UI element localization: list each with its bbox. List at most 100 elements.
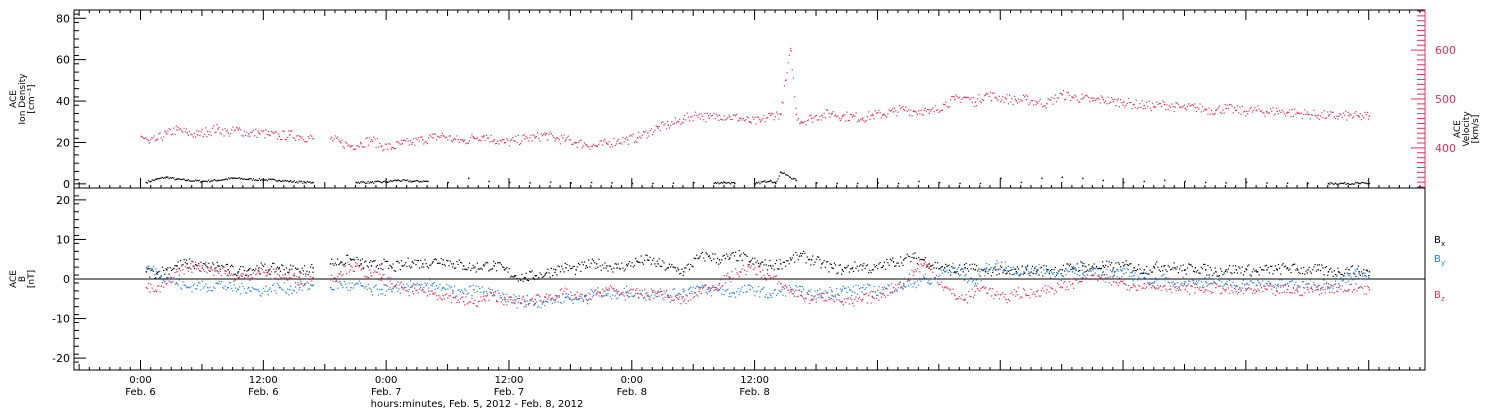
data-point: [984, 271, 987, 273]
data-point: [284, 274, 286, 276]
data-point: [1194, 267, 1197, 269]
data-point: [1208, 283, 1210, 285]
data-point: [1003, 268, 1005, 270]
data-point: [1118, 106, 1121, 108]
data-point: [438, 136, 440, 138]
data-point: [1129, 289, 1131, 291]
data-point: [1093, 274, 1095, 276]
data-point: [288, 271, 290, 273]
data-point: [965, 273, 967, 275]
data-point: [712, 253, 714, 255]
data-point: [709, 289, 711, 292]
data-point: [1317, 114, 1319, 117]
data-point: [1184, 280, 1186, 283]
data-point: [411, 266, 413, 268]
data-point: [199, 181, 201, 183]
data-point: [1133, 275, 1135, 277]
data-point: [1269, 108, 1272, 110]
data-point: [642, 263, 645, 265]
data-point: [641, 289, 643, 292]
data-point: [804, 252, 806, 254]
data-point: [1323, 279, 1325, 281]
data-point: [1331, 112, 1333, 114]
data-point: [1322, 286, 1324, 288]
data-point: [396, 284, 398, 286]
data-point: [394, 179, 396, 181]
data-point: [1123, 181, 1125, 184]
data-point: [924, 107, 926, 110]
data-point: [790, 50, 792, 52]
data-point: [447, 181, 449, 184]
data-point: [857, 119, 860, 121]
data-point: [276, 273, 279, 275]
data-point: [251, 277, 253, 279]
data-point: [804, 297, 806, 299]
data-point: [680, 293, 682, 296]
data-point: [356, 282, 358, 284]
data-point: [601, 288, 604, 290]
data-point: [710, 287, 713, 289]
data-point: [617, 263, 619, 265]
data-point: [749, 288, 751, 291]
data-point: [256, 289, 258, 291]
data-point: [1189, 264, 1191, 266]
data-point: [542, 133, 545, 135]
data-point: [412, 283, 415, 285]
data-point: [1150, 271, 1152, 273]
data-point: [177, 177, 179, 180]
data-point: [902, 105, 904, 107]
data-point: [368, 182, 370, 184]
data-point: [1163, 273, 1165, 276]
data-point: [255, 274, 257, 276]
data-point: [1108, 282, 1110, 284]
data-point: [203, 180, 205, 182]
data-point: [282, 264, 284, 267]
data-point: [405, 140, 407, 142]
data-point: [359, 259, 362, 261]
data-point: [880, 117, 882, 119]
data-point: [223, 278, 225, 280]
data-point: [764, 296, 766, 298]
data-point: [622, 294, 624, 296]
data-point: [357, 265, 359, 267]
data-point: [963, 263, 965, 266]
data-point: [859, 296, 861, 298]
data-point: [339, 280, 341, 283]
data-point: [1357, 115, 1360, 117]
data-point: [1276, 269, 1278, 271]
data-point: [585, 143, 588, 146]
data-point: [296, 292, 298, 294]
data-point: [456, 295, 458, 297]
data-point: [299, 135, 301, 138]
data-point: [176, 271, 178, 273]
data-point: [1366, 285, 1369, 287]
data-point: [226, 274, 229, 276]
data-point: [909, 273, 911, 275]
data-point: [1364, 285, 1366, 287]
data-point: [166, 277, 168, 279]
data-point: [842, 114, 845, 116]
data-point: [462, 296, 464, 298]
data-point: [1278, 292, 1281, 294]
data-point: [486, 295, 489, 297]
data-point: [947, 106, 949, 109]
data-point: [285, 277, 288, 279]
data-point: [249, 290, 251, 292]
y-tick-label: 0: [63, 178, 70, 191]
data-point: [992, 271, 994, 274]
data-point: [631, 295, 633, 297]
data-point: [399, 292, 401, 294]
data-point: [1208, 276, 1210, 278]
data-point: [509, 296, 512, 298]
data-point: [920, 109, 922, 111]
data-point: [927, 282, 929, 284]
data-point: [968, 290, 970, 293]
data-point: [1106, 260, 1108, 262]
data-point: [343, 147, 345, 149]
data-point: [490, 134, 492, 136]
data-point: [613, 137, 615, 140]
data-point: [831, 290, 833, 293]
data-point: [420, 180, 422, 183]
data-point: [516, 277, 518, 280]
data-point: [824, 266, 826, 268]
